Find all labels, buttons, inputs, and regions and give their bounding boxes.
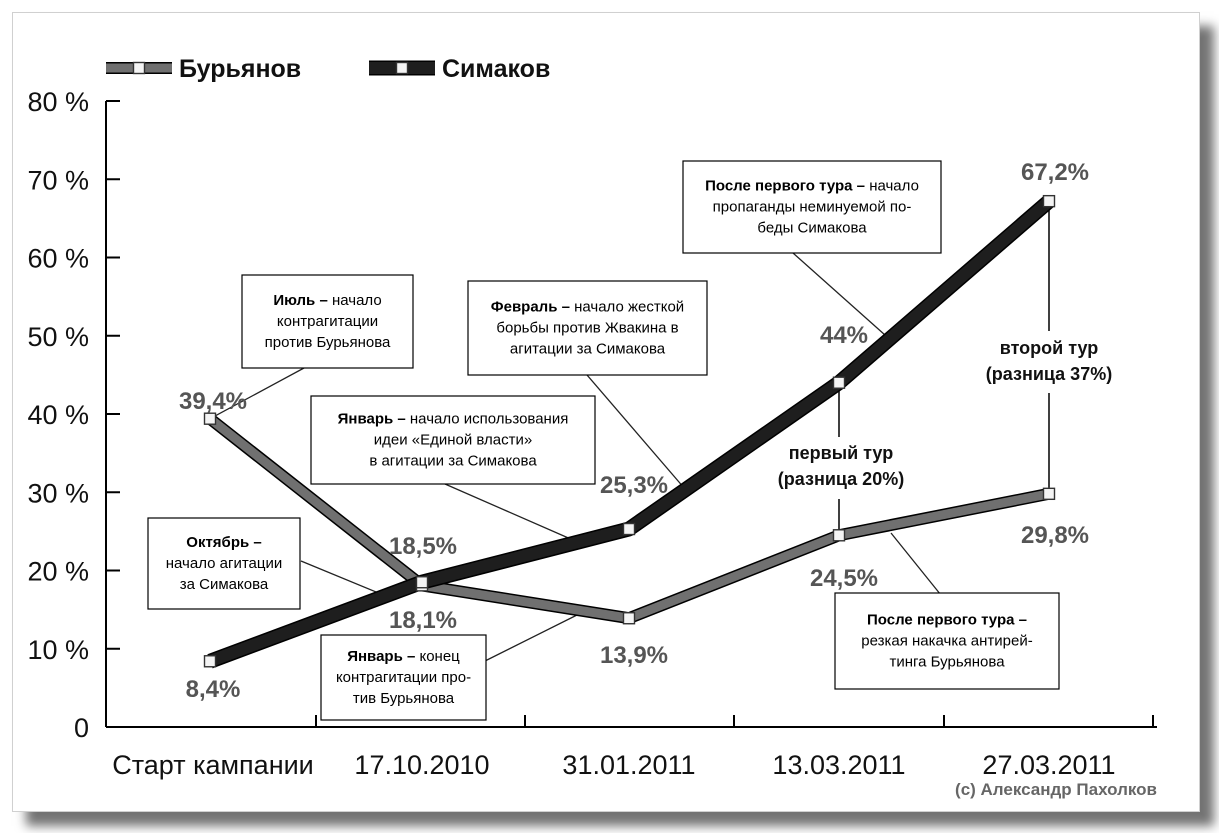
annotation-line: Январь – начало использования — [338, 411, 569, 428]
annotation-line: После первого тура – — [867, 612, 1027, 629]
annotation-line: идеи «Единой власти» — [374, 432, 532, 449]
y-tick-label: 80 % — [27, 87, 89, 117]
annotation-line: борьбы против Жвакина в — [496, 320, 678, 337]
y-tick-label: 70 % — [27, 165, 89, 195]
annotation-line: Июль – начало — [273, 292, 381, 309]
annotation-jan1: Январь – начало использования идеи «Едино… — [310, 395, 596, 485]
data-point-marker — [203, 412, 217, 425]
series-lines — [203, 194, 1056, 669]
annotation-leader-line — [484, 613, 580, 662]
annotation-box — [467, 280, 708, 376]
line-chart: 0 10 % 20 % 30 % 40 % 50 % 60 % 70 % 80 % Старт к… — [27, 55, 1157, 799]
data-label: 24,5% — [810, 565, 878, 592]
data-label: 8,4% — [186, 676, 241, 703]
annotation-box — [147, 517, 301, 610]
data-label: 25,3% — [600, 472, 668, 499]
annotations: Июль – начало контрагитации против Бурьяно… — [147, 160, 1060, 721]
x-tick-label: 17.10.2010 — [354, 750, 489, 780]
legend-marker — [395, 61, 409, 75]
first-round-diff-label: (разница 20%) — [778, 469, 904, 489]
annotation-line: Февраль – начало жесткой — [491, 299, 684, 316]
annotation-line: тив Бурьянова — [353, 690, 455, 707]
annotation-line: против Бурьянова — [265, 334, 391, 351]
legend-marker — [132, 61, 146, 75]
data-point-marker — [1042, 487, 1056, 501]
y-tick-label: 60 % — [27, 244, 89, 274]
annotation-line: Январь – конец — [347, 648, 460, 665]
data-label: 44% — [820, 322, 868, 349]
credit-text: (с) Александр Пахолков — [955, 780, 1157, 799]
annotation-line: резкая накачка антирей- — [861, 633, 1032, 650]
second-round-label: второй тур — [1000, 338, 1099, 358]
y-tick-label: 10 % — [27, 635, 89, 665]
data-label: 67,2% — [1021, 159, 1089, 186]
annotation-after1b: После первого тура – резкая накачка антир… — [834, 592, 1060, 690]
legend-item-0: Бурьянов — [106, 55, 301, 83]
data-point-marker — [622, 522, 636, 536]
annotation-leader-line — [580, 367, 686, 490]
x-tick-label: 13.03.2011 — [772, 750, 905, 780]
annotation-line: агитации за Симакова — [510, 341, 666, 358]
annotation-box — [310, 395, 596, 485]
data-label: 18,1% — [389, 607, 457, 634]
annotation-line: контрагитации — [277, 313, 378, 330]
annotation-july: Июль – начало контрагитации против Бурьяно… — [241, 274, 414, 369]
data-point-marker — [415, 576, 429, 589]
data-label: 18,5% — [389, 533, 457, 560]
data-point-marker — [203, 655, 217, 668]
annotation-line: за Симакова — [180, 576, 269, 593]
data-point-marker — [1042, 194, 1056, 208]
y-tick-label: 0 — [74, 713, 89, 743]
annotation-after1s: После первого тура – начало пропаганды не… — [682, 160, 942, 254]
second-round-diff-label: (разница 37%) — [986, 364, 1112, 384]
axes: 0 10 % 20 % 30 % 40 % 50 % 60 % 70 % 80 % Старт к… — [27, 87, 1157, 780]
y-tick-label: 20 % — [27, 557, 89, 587]
annotation-leader-line — [209, 367, 305, 420]
annotation-oct: Октябрь – начало агитации за Симакова — [147, 517, 301, 610]
data-label: 39,4% — [179, 388, 247, 415]
annotation-line: контрагитации про- — [336, 669, 471, 686]
annotation-line: беды Симакова — [757, 220, 867, 237]
round-markers: первый тур (разница 20%) второй тур (разниц… — [778, 207, 1112, 530]
annotation-line: Октябрь – — [186, 534, 261, 551]
data-label: 29,8% — [1021, 522, 1089, 549]
data-label: 13,9% — [600, 642, 668, 669]
data-point-marker — [832, 376, 846, 389]
annotation-feb: Февраль – начало жесткой борьбы против Жв… — [467, 280, 708, 376]
annotation-line: тинга Бурьянова — [889, 654, 1005, 671]
annotation-box — [320, 634, 487, 721]
legend: Бурьянов Симаков — [106, 55, 550, 83]
annotation-line: После первого тура – начало — [705, 178, 919, 195]
annotation-jan2: Январь – конец контрагитации про-тив Бурь… — [320, 634, 487, 721]
data-labels: 39,4% 18,1% 13,9% 24,5% 29,8% 8,4% 18,5% 25,3% 4… — [179, 159, 1089, 703]
y-tick-label: 30 % — [27, 478, 89, 508]
annotation-line: в агитации за Симакова — [369, 453, 537, 470]
annotation-line: начало агитации — [166, 555, 282, 572]
annotation-box — [241, 274, 414, 369]
annotation-box — [682, 160, 942, 254]
annotation-box — [834, 592, 1060, 690]
legend-label: Симаков — [442, 55, 550, 83]
first-round-label: первый тур — [789, 443, 893, 463]
data-point-marker — [832, 529, 846, 542]
annotation-leader-line — [792, 252, 886, 336]
legend-label: Бурьянов — [179, 55, 301, 83]
chart-card: 0 10 % 20 % 30 % 40 % 50 % 60 % 70 % 80 % Старт к… — [12, 12, 1200, 812]
x-tick-label: Старт кампании — [112, 750, 314, 780]
data-point-marker — [622, 612, 636, 625]
annotation-leader-line — [444, 483, 574, 541]
x-tick-label: 27.03.2011 — [982, 750, 1115, 780]
annotation-leaders — [209, 252, 954, 662]
y-tick-label: 50 % — [27, 322, 89, 352]
x-tick-label: 31.01.2011 — [562, 750, 695, 780]
legend-item-1: Симаков — [369, 55, 550, 83]
y-tick-label: 40 % — [27, 400, 89, 430]
annotation-line: пропаганды неминуемой по- — [713, 199, 912, 216]
